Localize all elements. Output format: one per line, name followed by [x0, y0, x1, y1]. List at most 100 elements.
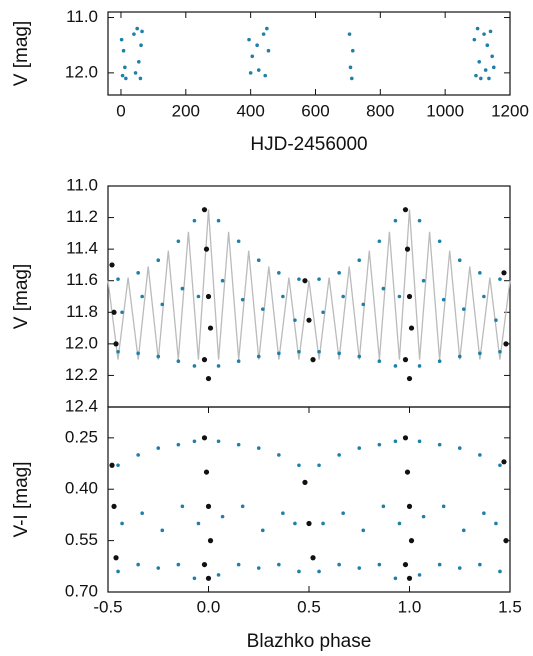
plot-frame: [107, 11, 511, 96]
x-axis-label: HJD-2456000: [250, 134, 367, 155]
data-point: [113, 555, 119, 561]
data-point: [474, 73, 478, 78]
data-point: [293, 318, 297, 322]
data-point: [160, 528, 165, 533]
data-point: [203, 469, 210, 475]
data-point: [140, 294, 144, 299]
y-tick-label: 11.0: [66, 7, 98, 26]
x-tick-label: 1.0: [398, 597, 422, 616]
data-point: [402, 435, 409, 441]
data-point: [457, 354, 462, 359]
data-point: [240, 504, 245, 509]
data-point: [116, 349, 120, 354]
x-axis-label: Blazhko phase: [247, 631, 372, 652]
data-point: [381, 504, 386, 509]
y-tick-label: 0.70: [65, 581, 98, 600]
data-point: [256, 446, 261, 450]
data-point: [192, 576, 197, 581]
x-tick-label: 0.5: [297, 597, 321, 616]
data-point: [216, 364, 221, 368]
data-point: [341, 294, 345, 299]
data-point: [377, 442, 382, 447]
data-point: [216, 218, 221, 223]
data-point: [306, 317, 312, 323]
data-point: [498, 569, 502, 574]
data-point: [482, 294, 486, 299]
data-point: [417, 364, 422, 368]
data-point: [402, 357, 409, 363]
y-axis-label: V [mag]: [11, 264, 32, 329]
data-point: [361, 528, 366, 533]
data-point: [139, 43, 143, 47]
data-point: [281, 294, 285, 299]
data-point: [135, 26, 139, 31]
data-point: [240, 297, 245, 302]
data-point: [120, 73, 125, 78]
data-point: [482, 32, 486, 36]
y-tick-label: 0.40: [65, 479, 98, 498]
data-point: [475, 26, 480, 31]
data-point: [406, 375, 413, 382]
data-point: [357, 258, 362, 262]
data-point: [461, 307, 466, 311]
data-point: [321, 310, 325, 315]
data-point: [310, 555, 316, 561]
data-point: [111, 503, 117, 509]
data-point: [393, 439, 398, 444]
x-tick-label: -0.5: [93, 597, 122, 616]
data-point: [485, 43, 490, 47]
x-tick-label: 0.0: [197, 597, 221, 616]
data-point: [357, 566, 362, 570]
x-tick-label: 0: [116, 101, 125, 120]
data-point: [417, 218, 422, 223]
data-point: [220, 514, 225, 519]
data-point: [381, 286, 386, 291]
data-point: [277, 453, 281, 457]
data-point: [501, 270, 507, 276]
data-point: [503, 538, 509, 544]
data-point: [263, 73, 268, 78]
data-point: [457, 446, 462, 450]
data-point: [116, 569, 120, 574]
data-point: [377, 239, 382, 244]
data-point: [498, 463, 502, 468]
data-point: [201, 357, 208, 363]
data-point: [404, 246, 411, 252]
data-point: [116, 277, 120, 281]
data-point: [479, 76, 483, 81]
x-tick-label: 600: [301, 101, 329, 120]
data-point: [498, 349, 502, 354]
data-point: [236, 239, 241, 244]
data-point: [347, 32, 352, 36]
y-tick-label: 12.4: [65, 396, 98, 415]
data-point: [461, 528, 466, 533]
data-point: [109, 262, 115, 268]
data-point: [136, 351, 140, 356]
data-point: [176, 442, 181, 447]
data-point: [457, 566, 462, 570]
y-tick-label: 12.0: [65, 333, 98, 352]
data-point: [393, 364, 398, 368]
data-point: [156, 258, 161, 262]
model-curve: [107, 209, 511, 360]
data-point: [457, 258, 462, 262]
data-point: [203, 246, 210, 252]
y-tick-label: 11.4: [66, 239, 98, 258]
data-point: [482, 511, 486, 516]
data-point: [138, 76, 143, 81]
data-point: [120, 310, 124, 315]
data-point: [297, 569, 301, 574]
data-point: [156, 354, 161, 359]
y-tick-label: 11.2: [66, 207, 98, 226]
data-point: [140, 29, 144, 34]
data-point: [478, 453, 482, 457]
data-point: [491, 65, 496, 70]
data-point: [478, 351, 482, 356]
data-point: [277, 562, 281, 567]
data-point: [201, 207, 208, 213]
data-point: [192, 439, 197, 444]
data-point: [247, 37, 251, 42]
data-point: [406, 293, 413, 300]
data-point: [260, 528, 265, 533]
